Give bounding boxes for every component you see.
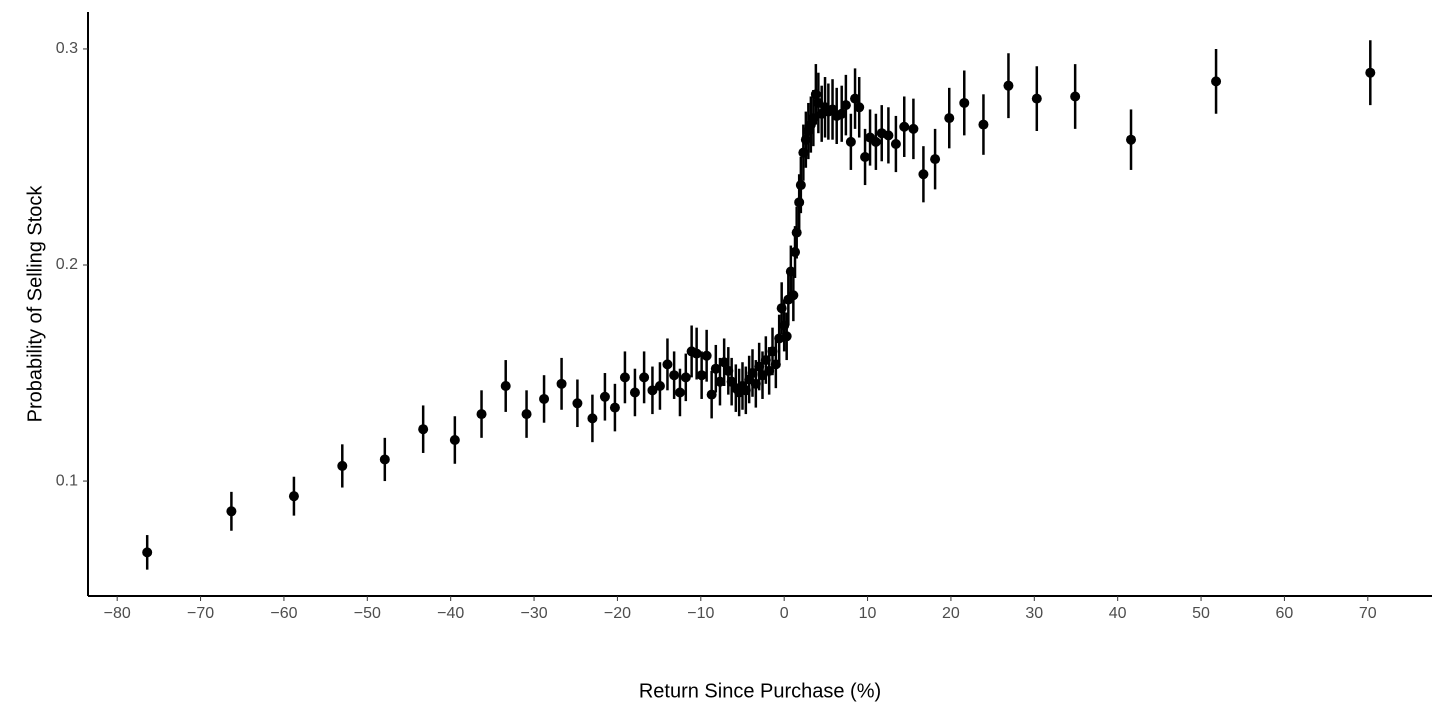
point (696, 370, 707, 381)
point (1126, 134, 1137, 145)
point (840, 100, 851, 111)
point (899, 121, 910, 132)
point (959, 97, 970, 108)
point (680, 372, 691, 383)
point (714, 376, 725, 387)
point (890, 139, 901, 150)
point (918, 169, 929, 180)
point (572, 398, 583, 409)
point (944, 113, 955, 124)
point (845, 136, 856, 147)
point (836, 108, 847, 119)
point (500, 380, 511, 391)
point (719, 357, 730, 368)
point (556, 378, 567, 389)
y-tick-label: 0.1 (56, 472, 78, 489)
point (788, 290, 799, 301)
x-axis-title: Return Since Purchase (%) (639, 680, 881, 702)
point (476, 409, 487, 420)
x-tick-label: 70 (1359, 605, 1377, 622)
x-tick-label: 50 (1192, 605, 1210, 622)
point (1003, 80, 1014, 91)
x-tick-label: −80 (104, 605, 131, 622)
x-tick-label: 60 (1276, 605, 1294, 622)
point (587, 413, 598, 424)
point (1365, 67, 1376, 78)
point (850, 93, 861, 104)
point (1070, 91, 1081, 102)
point (674, 387, 685, 398)
x-tick-label: 40 (1109, 605, 1127, 622)
x-tick-label: −50 (354, 605, 381, 622)
x-tick-label: −40 (437, 605, 464, 622)
point (337, 460, 348, 471)
point (654, 380, 665, 391)
x-tick-label: −20 (604, 605, 631, 622)
point (691, 348, 702, 359)
x-tick-label: −10 (687, 605, 714, 622)
x-tick-label: −60 (270, 605, 297, 622)
point (521, 409, 532, 420)
x-tick-label: −30 (520, 605, 547, 622)
point (883, 130, 894, 141)
point (418, 424, 429, 435)
point (142, 547, 153, 558)
x-tick-label: 10 (859, 605, 877, 622)
point (599, 391, 610, 402)
point (854, 102, 865, 113)
point (794, 197, 805, 208)
point (978, 119, 989, 130)
point (710, 363, 721, 374)
y-tick-label: 0.2 (56, 256, 78, 273)
point (795, 180, 806, 191)
point (701, 350, 712, 361)
point (226, 506, 237, 517)
x-tick-label: 20 (942, 605, 960, 622)
point (619, 372, 630, 383)
point (781, 331, 792, 342)
point (662, 359, 673, 370)
point (639, 372, 650, 383)
y-axis-title: Probability of Selling Stock (24, 185, 46, 423)
point (790, 247, 801, 258)
point (609, 402, 620, 413)
x-tick-label: 30 (1025, 605, 1043, 622)
x-tick-label: 0 (780, 605, 789, 622)
point (669, 370, 680, 381)
point (774, 333, 785, 344)
point (647, 385, 658, 396)
point (379, 454, 390, 465)
point (1031, 93, 1042, 104)
point (860, 151, 871, 162)
point (288, 491, 299, 502)
point (539, 393, 550, 404)
y-tick-label: 0.3 (56, 40, 78, 57)
point (1211, 76, 1222, 87)
point (930, 154, 941, 165)
point (449, 435, 460, 446)
point (908, 123, 919, 134)
x-tick-label: −70 (187, 605, 214, 622)
point (629, 387, 640, 398)
point (870, 136, 881, 147)
point (706, 389, 717, 400)
